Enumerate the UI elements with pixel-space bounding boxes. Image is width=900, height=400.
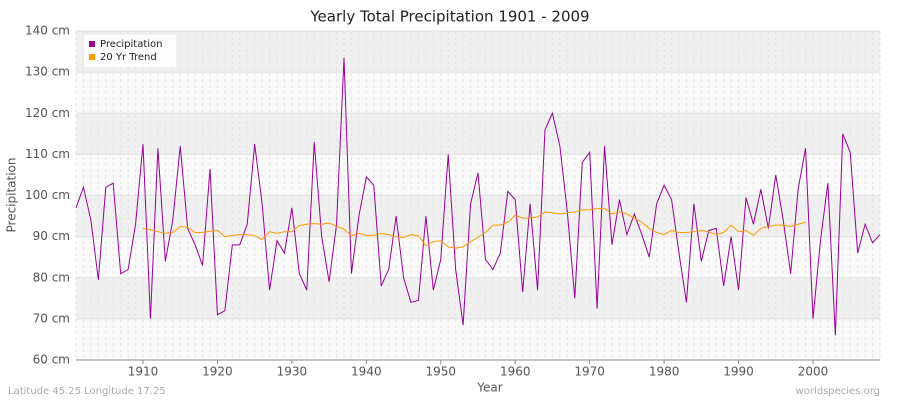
legend-label: 20 Yr Trend	[100, 52, 157, 63]
y-axis-label: Precipitation	[5, 157, 19, 232]
legend-label: Precipitation	[100, 39, 163, 50]
y-tick-label: 70 cm	[33, 311, 70, 325]
x-tick-label: 2000	[798, 365, 829, 379]
legend-box	[84, 35, 176, 67]
y-tick-label: 120 cm	[25, 106, 70, 120]
x-axis-label: Year	[476, 381, 502, 395]
x-tick-label: 1960	[500, 365, 531, 379]
y-tick-label: 100 cm	[25, 188, 70, 202]
series-line	[142, 208, 806, 249]
x-tick-label: 1930	[277, 365, 308, 379]
x-tick-label: 1950	[426, 365, 457, 379]
x-tick-label: 1990	[723, 365, 754, 379]
x-tick-label: 1940	[351, 365, 382, 379]
x-tick-label: 1920	[202, 365, 233, 379]
y-tick-label: 140 cm	[25, 24, 70, 38]
chart-title: Yearly Total Precipitation 1901 - 2009	[309, 8, 589, 26]
y-tick-label: 90 cm	[33, 229, 70, 243]
y-tick-label: 80 cm	[33, 270, 70, 284]
y-tick-label: 130 cm	[25, 65, 70, 79]
y-tick-label: 60 cm	[33, 353, 70, 367]
footer-right: worldspecies.org	[796, 386, 880, 397]
footer-left: Latitude 45.25 Longitude 17.25	[8, 386, 166, 397]
x-tick-label: 1970	[574, 365, 605, 379]
x-tick-label: 1910	[128, 365, 159, 379]
x-tick-label: 1980	[649, 365, 680, 379]
legend-swatch	[89, 54, 95, 60]
series-line	[75, 57, 881, 336]
legend-swatch	[89, 41, 95, 47]
y-tick-label: 110 cm	[25, 147, 70, 161]
